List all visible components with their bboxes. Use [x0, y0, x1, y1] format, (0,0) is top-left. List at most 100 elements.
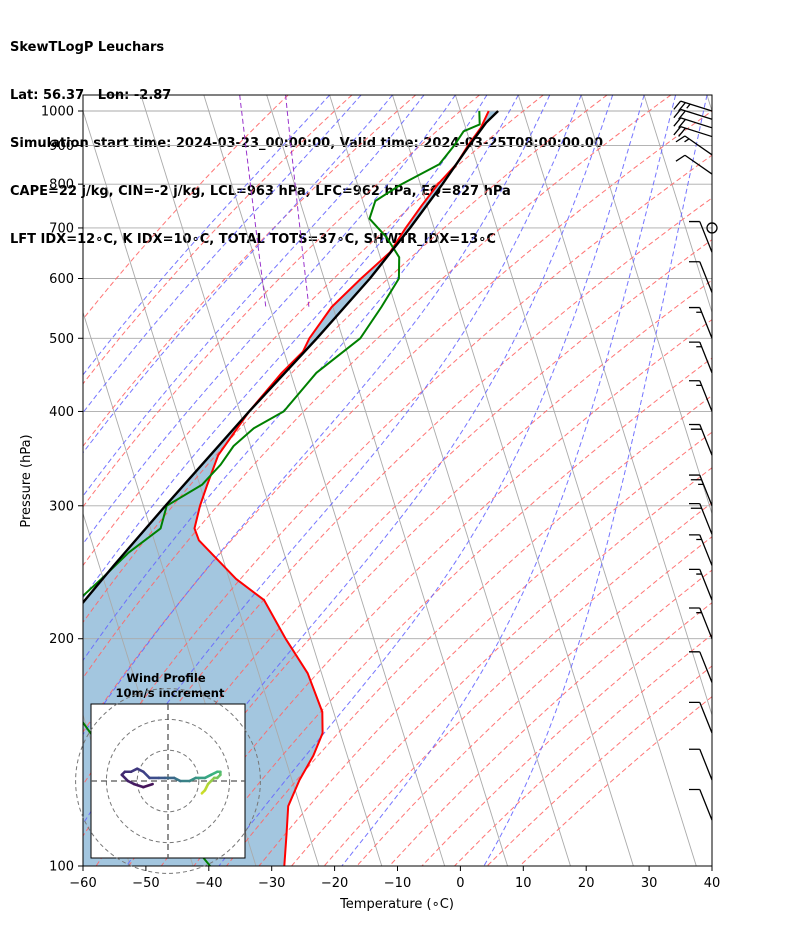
y-tick-label: 100 [49, 860, 74, 875]
wind-barb-flag [675, 154, 686, 162]
x-tick-label: −30 [258, 876, 285, 891]
moist-adiabats [83, 95, 708, 866]
x-tick-label: −20 [321, 876, 348, 891]
hodograph-ring [75, 688, 261, 874]
wind-barb [689, 748, 713, 781]
dry-adiabat-line [83, 95, 289, 321]
hodograph-subtitle: 10m/s increment [116, 686, 225, 700]
profile-series [83, 110, 499, 866]
wind-barb-flag [675, 135, 686, 143]
wind-barb-flag [673, 117, 682, 127]
mixing-ratio-lines [239, 95, 310, 308]
wind-barb-staff [699, 424, 713, 456]
moist-adiabat-line [126, 95, 614, 866]
x-tick-label: 30 [641, 876, 658, 891]
isotherm-line [770, 95, 794, 866]
wind-barb-half-flag [686, 103, 691, 109]
wind-barb-staff [680, 100, 713, 112]
wind-barb [689, 788, 713, 821]
y-tick-label: 700 [49, 221, 74, 236]
wind-barb [689, 502, 713, 535]
isotherm-line [454, 95, 697, 866]
wind-barb-staff [680, 126, 713, 138]
x-tick-label: 20 [578, 876, 595, 891]
wind-barb-staff [699, 341, 713, 374]
dry-adiabat-line [519, 695, 712, 866]
dry-adiabat-line [83, 95, 608, 624]
moist-adiabat-line [83, 95, 362, 414]
wind-barb [689, 380, 713, 412]
moist-adiabat-line [218, 95, 645, 866]
moist-adiabat-line [83, 95, 425, 497]
x-tick-label: −60 [69, 876, 96, 891]
wind-barb-staff [684, 135, 713, 156]
dry-adiabat-line [258, 431, 712, 866]
temperature-line [193, 110, 490, 866]
wind-barb-staff [699, 534, 713, 566]
wind-barb [689, 261, 713, 293]
hodograph-inset: Wind Profile 10m/s increment [75, 671, 261, 874]
dry-adiabat-line [83, 197, 712, 837]
dewpoint-line [83, 110, 481, 866]
y-tick-label: 800 [49, 178, 74, 193]
dry-adiabat-line [226, 394, 712, 866]
dry-adiabat-line [486, 665, 712, 866]
wind-barb [673, 126, 713, 138]
mixing-ratio-line [239, 95, 267, 308]
wind-barb-staff [684, 154, 713, 175]
isotherm-line [706, 95, 712, 113]
dry-adiabat-line [454, 633, 712, 866]
dry-adiabat-line [421, 602, 712, 866]
mixing-ratio-line [285, 95, 310, 308]
x-tick-label: −10 [384, 876, 411, 891]
wind-barb [675, 135, 713, 156]
dry-adiabat-line [95, 239, 712, 866]
chart-header: SkewTLogP Leuchars Lat: 56.37 Lon: -2.87… [10, 8, 603, 264]
dry-adiabat-line [83, 95, 353, 385]
wind-barbs [673, 100, 718, 821]
dry-adiabat-line [128, 279, 712, 866]
y-tick-label: 600 [49, 272, 74, 287]
wind-barb-staff [699, 221, 713, 253]
wind-barb [689, 423, 713, 456]
wind-barb [673, 117, 713, 129]
wind-barb-calm [706, 222, 718, 234]
x-tick-label: 40 [704, 876, 721, 891]
wind-barb-staff [699, 651, 713, 683]
moist-adiabat-line [483, 95, 708, 866]
isotherm-line [203, 95, 446, 866]
wind-barb [673, 108, 713, 120]
hodograph-title: Wind Profile [126, 671, 206, 685]
wind-barb [689, 220, 713, 253]
moist-adiabat-line [83, 95, 330, 376]
plot-area [83, 95, 794, 866]
wind-barb-staff [699, 307, 713, 339]
wind-barb-staff [699, 503, 713, 535]
moist-adiabat-line [341, 95, 677, 866]
x-axis-label: Temperature (∘C) [339, 897, 454, 912]
wind-barb [675, 154, 713, 175]
moist-adiabat-line [83, 95, 456, 545]
wind-barb-staff [680, 117, 713, 129]
wind-barb-flag [678, 119, 686, 129]
dry-adiabats [83, 95, 712, 866]
wind-barb-flag [673, 108, 682, 119]
wind-barb-staff [699, 380, 713, 412]
x-tick-label: −40 [195, 876, 222, 891]
y-tick-label: 400 [49, 405, 74, 420]
wind-barb-staff [699, 702, 713, 734]
isotherm-line [643, 95, 712, 314]
isotherm-line [329, 95, 571, 866]
dry-adiabat-line [83, 154, 712, 786]
y-tick-label: 1000 [41, 104, 74, 119]
wind-barb [689, 568, 713, 601]
wind-barb [689, 651, 713, 683]
moist-adiabat-line [83, 95, 551, 736]
wind-barb [689, 474, 713, 507]
wind-barb-staff [699, 749, 713, 781]
wind-barb [689, 306, 713, 339]
dry-adiabat-line [83, 110, 712, 733]
isotherm-line [266, 95, 509, 866]
y-tick-label: 200 [49, 632, 74, 647]
hodograph-trace-segment [142, 782, 154, 789]
